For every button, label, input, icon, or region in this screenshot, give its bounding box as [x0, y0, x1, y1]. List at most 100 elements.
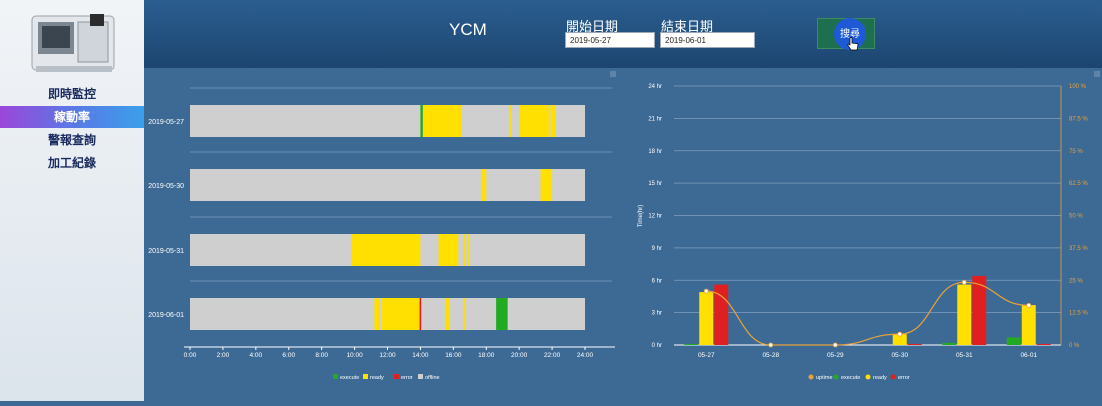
bar-y2-tick-label: 37.5 % — [1069, 246, 1088, 252]
bar-legend-label: execute — [841, 375, 860, 381]
timeline-row-label: 2019-06-01 — [148, 312, 184, 319]
timeline-x-tick-label: 22:00 — [544, 352, 561, 359]
timeline-x-tick-label: 24:00 — [577, 352, 594, 359]
timeline-row-label: 2019-05-31 — [148, 248, 184, 255]
timeline-segment-ready — [550, 105, 556, 137]
bar-ready — [1021, 305, 1036, 345]
timeline-segment-ready — [351, 234, 421, 266]
bar-ready — [957, 284, 972, 345]
timeline-segment-ready — [445, 298, 450, 330]
bar-y-tick-label: 6 hr — [652, 278, 662, 284]
timeline-segment-ready — [438, 234, 459, 266]
timeline-legend-label: ready — [370, 375, 384, 381]
end-date-input[interactable] — [660, 32, 755, 48]
timeline-legend-swatch-offline — [418, 374, 423, 379]
timeline-legend-label: execute — [340, 375, 359, 381]
timeline-segment-ready — [463, 234, 465, 266]
uptime-point — [897, 331, 903, 337]
bar-execute — [684, 343, 699, 345]
timeline-panel: 2019-05-27 2019-05-30 2019-05-31 2019-06-01… — [144, 68, 628, 401]
sidebar-item-alarm-query[interactable]: 警報查詢 — [47, 133, 96, 147]
bar-x-tick-label: 05-27 — [698, 352, 715, 359]
utilization-chart: 0 hr 0 % 3 hr 12.5 % 6 hr 25 % 9 hr 37.5 % 12 hr… — [638, 71, 1100, 381]
bar-x-tick-label: 06-01 — [1020, 352, 1037, 359]
timeline-segment-execute — [496, 298, 508, 330]
bar-y-tick-label: 18 hr — [648, 149, 662, 155]
uptime-point — [961, 279, 967, 285]
bar-x-tick-label: 05-28 — [762, 352, 779, 359]
timeline-segment-ready — [374, 298, 380, 330]
bar-legend-label: ready — [873, 375, 887, 381]
bar-error — [1036, 343, 1051, 345]
search-button[interactable]: 搜尋 — [834, 18, 866, 50]
bar-x-tick-label: 05-30 — [891, 352, 908, 359]
timeline-legend-swatch-error — [394, 374, 399, 379]
sidebar-item-machining-record[interactable]: 加工紀錄 — [47, 156, 96, 170]
bar-error — [972, 275, 987, 345]
timeline-row-label: 2019-05-30 — [148, 183, 184, 190]
bar-y-tick-label: 12 hr — [648, 214, 662, 220]
timeline-legend-label: offline — [425, 375, 440, 381]
sidebar-item-realtime-monitor[interactable]: 即時監控 — [47, 87, 96, 101]
panel-corner-icon — [610, 71, 616, 77]
bar-execute — [942, 342, 957, 345]
uptime-point — [768, 342, 774, 348]
uptime-line — [706, 281, 1029, 346]
timeline-segment-ready — [481, 169, 487, 201]
hand-cursor-icon — [847, 37, 859, 51]
timeline-legend-label: error — [401, 375, 413, 381]
bar-y-axis-title: Time(hr) — [638, 205, 644, 227]
timeline-x-tick-label: 12:00 — [379, 352, 396, 359]
timeline-segment-ready — [468, 234, 470, 266]
timeline-x-tick-label: 4:00 — [250, 352, 263, 359]
bar-ready — [699, 292, 714, 345]
bar-error — [907, 343, 922, 345]
utilization-panel: 0 hr 0 % 3 hr 12.5 % 6 hr 25 % 9 hr 37.5 % 12 hr… — [628, 68, 1102, 401]
bar-y2-tick-label: 12.5 % — [1069, 311, 1088, 317]
sidebar-item-utilization[interactable]: 稼動率 — [0, 106, 144, 128]
bar-legend-swatch-execute — [833, 374, 839, 380]
timeline-x-tick-label: 14:00 — [412, 352, 429, 359]
timeline-x-tick-label: 18:00 — [478, 352, 495, 359]
timeline-offline-bar — [190, 169, 585, 201]
bar-y-tick-label: 21 hr — [648, 116, 662, 122]
timeline-x-tick-label: 6:00 — [282, 352, 295, 359]
bar-y-tick-label: 15 hr — [648, 181, 662, 187]
timeline-segment-ready — [422, 105, 462, 137]
start-date-input[interactable] — [565, 32, 655, 48]
timeline-legend-swatch-ready — [363, 374, 368, 379]
page-title: YCM — [449, 20, 487, 39]
bar-y2-tick-label: 87.5 % — [1069, 116, 1088, 122]
bar-y-tick-label: 3 hr — [652, 311, 662, 317]
timeline-x-tick-label: 8:00 — [315, 352, 328, 359]
bar-x-tick-label: 05-31 — [956, 352, 973, 359]
sidebar: 即時監控 稼動率 警報查詢 加工紀錄 — [0, 0, 144, 401]
timeline-segment-ready — [519, 105, 549, 137]
machine-image — [31, 14, 115, 72]
timeline-x-tick-label: 2:00 — [217, 352, 230, 359]
timeline-row-label: 2019-05-27 — [148, 119, 184, 126]
timeline-legend-swatch-execute — [333, 374, 338, 379]
uptime-point — [703, 288, 709, 294]
timeline-segment-execute — [420, 105, 423, 137]
timeline-x-tick-label: 0:00 — [184, 352, 197, 359]
bar-y2-tick-label: 100 % — [1069, 84, 1087, 90]
bar-ready — [892, 334, 907, 345]
timeline-x-tick-label: 16:00 — [445, 352, 462, 359]
bar-x-tick-label: 05-29 — [827, 352, 844, 359]
bar-legend-swatch-uptime — [808, 374, 814, 380]
bar-legend-label: uptime — [816, 375, 833, 381]
bar-legend-swatch-ready — [865, 374, 871, 380]
bar-y-tick-label: 0 hr — [652, 343, 662, 349]
timeline-segment-ready — [510, 105, 512, 137]
bar-legend-label: error — [898, 375, 910, 381]
bar-y2-tick-label: 25 % — [1069, 278, 1083, 284]
start-date-label: 開始日期 — [566, 20, 619, 35]
bar-y-tick-label: 9 hr — [652, 246, 662, 252]
panel-corner-icon — [1094, 71, 1100, 77]
timeline-x-tick-label: 20:00 — [511, 352, 528, 359]
bar-y2-tick-label: 50 % — [1069, 214, 1083, 220]
timeline-chart: 2019-05-27 2019-05-30 2019-05-31 2019-06-01… — [148, 71, 616, 381]
bar-y2-tick-label: 62.5 % — [1069, 181, 1088, 187]
timeline-segment-error — [419, 298, 422, 330]
